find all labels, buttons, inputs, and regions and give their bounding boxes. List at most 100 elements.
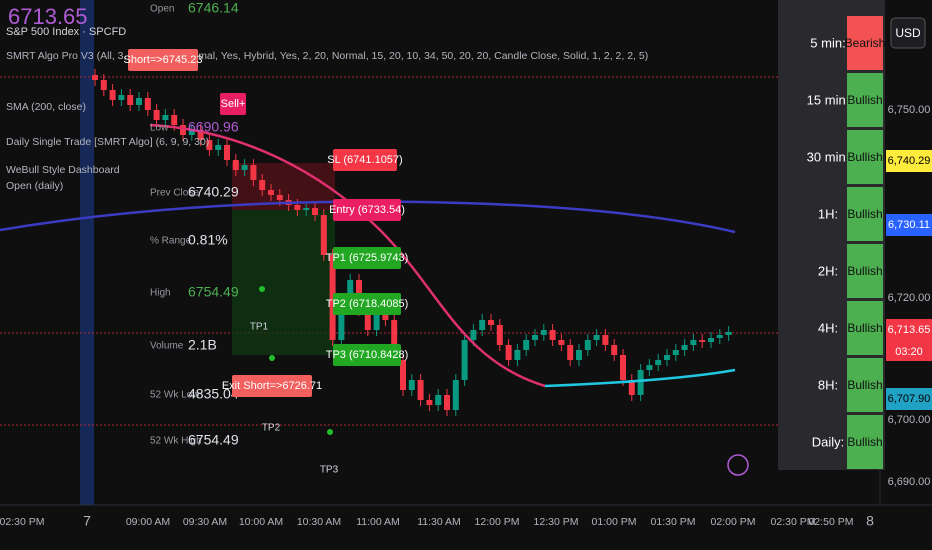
signal: Bullish: [847, 264, 882, 278]
price-label: 6,690.00: [888, 476, 931, 488]
sl-label: SL (6741.1057): [327, 154, 402, 166]
candle-body: [144, 98, 151, 110]
stat-value: 6746.14: [188, 0, 239, 16]
currency-button: [890, 17, 926, 49]
short-label: Short=>6745.23: [124, 54, 203, 66]
signal-bg: [847, 358, 883, 412]
tp2-label-bg: [333, 293, 401, 315]
timeframe: 15 min:: [807, 92, 850, 107]
price-label: 6,713.65: [888, 324, 931, 336]
time-label: 01:00 PM: [592, 516, 637, 528]
indicator-legend: Open (daily): [6, 180, 63, 192]
price-label: 6,730.11: [888, 219, 930, 231]
countdown: 03:20: [895, 346, 923, 358]
candle-body: [672, 350, 679, 355]
candle-body: [620, 355, 626, 380]
signal-bg: [847, 73, 883, 127]
candle-body: [637, 370, 644, 395]
target-mark: TP2: [262, 423, 281, 434]
candle-body: [664, 355, 670, 360]
candle-body: [716, 335, 723, 338]
timeframe: Daily:: [812, 434, 845, 449]
price-label: 6,720.00: [888, 292, 931, 304]
candle-body: [655, 360, 662, 365]
signal-bg: [847, 301, 883, 355]
stat-value: 6754.49: [188, 284, 239, 300]
candle-body: [232, 160, 239, 170]
stat-value: 6690.96: [188, 119, 239, 135]
candle-body: [549, 330, 556, 340]
candle-body: [364, 310, 371, 330]
time-label: 11:30 AM: [417, 516, 461, 528]
time-label: 02:00 PM: [711, 516, 756, 528]
candle-body: [576, 350, 582, 360]
stat-value: 4835.04: [188, 386, 239, 402]
time-label: 12:00 PM: [475, 516, 520, 528]
target-mark: TP3: [320, 465, 339, 476]
candle-body: [567, 345, 574, 360]
candle-body: [188, 130, 195, 135]
stat-label: % Range: [150, 236, 192, 247]
candle-body: [329, 255, 336, 340]
indicator-legend: Daily Single Trade [SMRT Algo] (6, 9, 9,…: [6, 136, 209, 148]
candle-body: [435, 395, 442, 405]
price-label: 6,707.90: [888, 393, 931, 405]
candle-body: [602, 335, 609, 345]
candle-body: [92, 75, 98, 80]
candle-body: [294, 205, 301, 210]
candle-body: [391, 320, 398, 360]
stat-value: 2.1B: [188, 337, 217, 353]
candle-body: [347, 280, 354, 300]
price-tag-bg: [886, 214, 932, 236]
price-label: 6,750.00: [888, 104, 931, 116]
candle-body: [268, 190, 274, 195]
indicator-legend: SMA (200, close): [6, 101, 86, 113]
candle-body: [197, 130, 204, 140]
time-label: 09:30 AM: [183, 516, 227, 528]
signal: Bullish: [847, 93, 882, 107]
price-tag-bg: [886, 150, 932, 172]
candle-body: [584, 340, 591, 350]
flash-icon: [727, 454, 749, 476]
stat-value: 0.81%: [188, 232, 228, 248]
price-tag-bg: [886, 319, 932, 361]
target-mark: TP1: [250, 322, 269, 333]
signal-bg: [847, 244, 883, 298]
candle-body: [540, 330, 547, 335]
currency: USD: [895, 26, 921, 40]
target-dot: [327, 429, 333, 435]
stat-label: Low: [150, 123, 169, 134]
candle-body: [681, 345, 688, 350]
candle-body: [224, 145, 230, 160]
signal-bg: [847, 187, 883, 241]
signal: Bullish: [847, 435, 882, 449]
stat-label: Prev Close: [150, 188, 199, 199]
sl-label-bg: [333, 149, 397, 171]
tp1-label-bg: [333, 247, 401, 269]
target-dot: [259, 286, 265, 292]
candle-body: [593, 335, 600, 340]
price-tag-bg: [886, 388, 932, 410]
signal: Bullish: [847, 150, 882, 164]
tp2-label: TP2 (6718.4085): [326, 298, 409, 310]
signal: Bearish: [845, 36, 886, 50]
candle-body: [628, 380, 635, 395]
exit-label-bg: [232, 375, 312, 397]
trend-line-bull: [544, 368, 736, 388]
sell-label-bg: [220, 93, 246, 115]
time-label: 09:00 AM: [126, 516, 170, 528]
candle-body: [417, 380, 424, 400]
tp1-label: TP1 (6725.9743): [326, 252, 409, 264]
sell-label: Sell+: [221, 98, 246, 110]
signal: Bullish: [847, 321, 882, 335]
stat-value: 6740.29: [188, 184, 239, 200]
candle-body: [171, 115, 178, 125]
candle-body: [303, 208, 310, 210]
signal-bg: [847, 16, 883, 70]
price-label: 6,740.29: [888, 155, 931, 167]
candle-body: [136, 98, 142, 105]
candle-body: [532, 335, 538, 340]
target-dot: [269, 355, 275, 361]
time-label: 01:30 PM: [651, 516, 696, 528]
entry-label: Entry (6733.54): [329, 204, 405, 216]
